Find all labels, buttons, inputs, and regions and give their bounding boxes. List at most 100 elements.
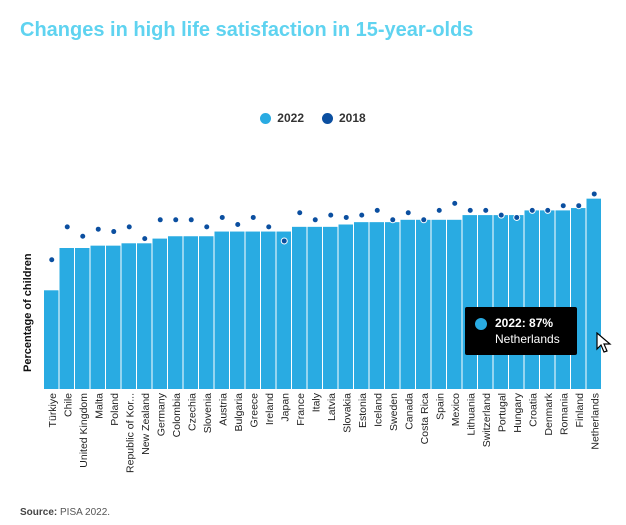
dot-2018-21[interactable] (373, 206, 381, 214)
bar-32[interactable] (540, 210, 555, 389)
bar-20[interactable] (354, 222, 369, 389)
bar-7[interactable] (152, 238, 168, 389)
dot-2018-35[interactable] (590, 190, 598, 198)
x-tick-label: Canada (403, 393, 415, 430)
bar-9[interactable] (183, 236, 199, 389)
x-tick-label: Italy (310, 392, 322, 412)
dot-2018-26[interactable] (451, 199, 459, 207)
dot-2018-9[interactable] (187, 216, 195, 224)
dot-2018-8[interactable] (172, 216, 180, 224)
bar-13[interactable] (245, 231, 261, 389)
bar-29[interactable] (493, 215, 509, 389)
dot-2018-29[interactable] (497, 211, 505, 219)
bar-35[interactable] (586, 198, 602, 389)
x-tick-label: Türkiye (47, 393, 59, 428)
x-tick-label: Chile (62, 393, 74, 417)
dot-2018-19[interactable] (342, 213, 350, 221)
bar-14[interactable] (261, 231, 276, 389)
dot-2018-32[interactable] (544, 206, 552, 214)
bar-16[interactable] (292, 226, 307, 389)
bar-33[interactable] (555, 210, 571, 389)
bar-34[interactable] (571, 208, 586, 389)
x-tick-label: Croatia (527, 393, 539, 427)
bar-4[interactable] (106, 245, 121, 389)
dot-2018-24[interactable] (420, 216, 428, 224)
dot-2018-2[interactable] (79, 232, 87, 240)
dot-2018-1[interactable] (63, 223, 71, 231)
bar-21[interactable] (369, 222, 385, 389)
dot-2018-17[interactable] (311, 216, 319, 224)
x-tick-label: Republic of Kor... (124, 393, 136, 473)
legend-label-2022: 2022 (277, 111, 304, 125)
x-tick-label: United Kingdom (78, 393, 90, 468)
chart-title: Changes in high life satisfaction in 15-… (20, 19, 474, 41)
bar-15[interactable] (276, 231, 292, 389)
bar-0[interactable] (44, 290, 59, 389)
dot-2018-0[interactable] (48, 256, 56, 264)
bar-6[interactable] (137, 243, 152, 389)
dot-2018-5[interactable] (125, 223, 133, 231)
dot-2018-18[interactable] (327, 211, 335, 219)
dot-2018-7[interactable] (156, 216, 164, 224)
dot-2018-11[interactable] (218, 213, 226, 221)
dot-2018-15[interactable] (280, 237, 288, 245)
dot-2018-31[interactable] (528, 206, 536, 214)
dot-2018-28[interactable] (482, 206, 490, 214)
dot-2018-4[interactable] (110, 228, 118, 236)
bar-28[interactable] (478, 215, 493, 389)
bar-11[interactable] (214, 231, 230, 389)
dot-2018-12[interactable] (234, 221, 242, 228)
dot-2018-10[interactable] (203, 223, 211, 231)
source-note: Source: PISA 2022. (20, 507, 110, 518)
dot-2018-33[interactable] (559, 202, 567, 210)
dot-2018-34[interactable] (575, 202, 583, 210)
bar-5[interactable] (121, 243, 137, 389)
bar-22[interactable] (385, 222, 400, 389)
bar-26[interactable] (447, 219, 462, 389)
x-tick-label: Netherlands (589, 393, 601, 450)
bar-25[interactable] (431, 219, 447, 389)
source-label: Source: (20, 507, 58, 518)
dot-2018-23[interactable] (404, 209, 412, 217)
dot-2018-16[interactable] (296, 209, 304, 217)
legend-item-2018[interactable]: 2018 (322, 111, 366, 125)
dot-2018-3[interactable] (94, 225, 102, 233)
bar-23[interactable] (400, 219, 416, 389)
bar-1[interactable] (59, 248, 75, 389)
x-tick-label: Ireland (264, 393, 276, 425)
bar-31[interactable] (524, 210, 540, 389)
dot-2018-27[interactable] (466, 206, 474, 214)
x-tick-label: Japan (279, 393, 291, 422)
bar-2[interactable] (75, 248, 90, 389)
x-tick-label: Bulgaria (233, 393, 245, 432)
bar-10[interactable] (199, 236, 214, 389)
source-text: PISA 2022. (60, 507, 111, 518)
x-tick-label: Switzerland (481, 393, 493, 447)
bar-3[interactable] (90, 245, 106, 389)
x-tick-label: Germany (155, 392, 167, 436)
chart-tooltip: 2022: 87% Netherlands (465, 307, 577, 355)
x-tick-label: Portugal (496, 393, 508, 432)
bar-27[interactable] (462, 215, 478, 389)
x-tick-label: Greece (248, 393, 260, 428)
bar-18[interactable] (323, 226, 338, 389)
x-tick-label: Malta (93, 393, 105, 419)
dot-2018-25[interactable] (435, 206, 443, 214)
dot-2018-14[interactable] (265, 223, 273, 231)
bar-17[interactable] (307, 226, 323, 389)
dot-2018-13[interactable] (249, 213, 257, 221)
dot-2018-20[interactable] (358, 211, 366, 219)
dot-2018-6[interactable] (141, 235, 149, 243)
bar-30[interactable] (509, 215, 524, 389)
x-tick-label: Romania (558, 393, 570, 435)
bar-12[interactable] (230, 231, 245, 389)
x-tick-label: Finland (574, 393, 586, 428)
bar-24[interactable] (416, 219, 431, 389)
legend-item-2022[interactable]: 2022 (260, 111, 304, 125)
x-tick-label: Spain (434, 393, 446, 420)
dot-2018-22[interactable] (389, 216, 397, 224)
mouse-pointer-icon (596, 332, 612, 353)
bar-8[interactable] (168, 236, 183, 389)
dot-2018-30[interactable] (513, 213, 521, 221)
bar-19[interactable] (338, 224, 354, 390)
